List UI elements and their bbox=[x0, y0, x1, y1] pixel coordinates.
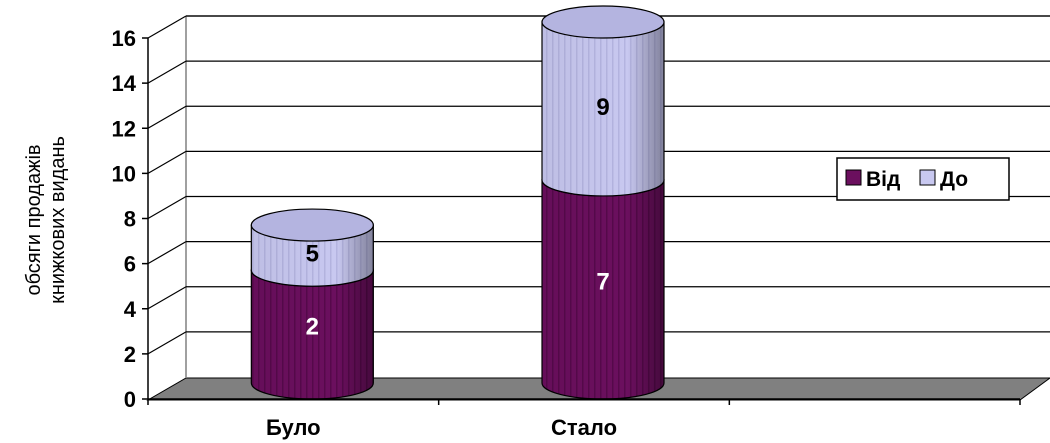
legend: Від До bbox=[836, 157, 1010, 201]
bar-segment: 5 bbox=[250, 208, 374, 287]
gridline-side bbox=[147, 105, 187, 129]
y-tick-label: 16 bbox=[112, 26, 136, 51]
legend-label-do: До bbox=[940, 168, 968, 191]
y-tick-label: 0 bbox=[124, 387, 136, 412]
bar-cap bbox=[250, 208, 374, 242]
y-tick-label: 4 bbox=[124, 297, 137, 322]
data-label: 5 bbox=[306, 241, 319, 268]
y-tick-label: 2 bbox=[124, 342, 136, 367]
bar-shading bbox=[251, 225, 374, 287]
bar-shading bbox=[251, 270, 374, 400]
gridline-side bbox=[147, 241, 187, 265]
bar-shading bbox=[542, 179, 664, 399]
y-tick-label: 8 bbox=[124, 207, 136, 232]
gridline-side bbox=[147, 195, 187, 220]
data-label: 9 bbox=[596, 94, 609, 121]
y-tick-label: 10 bbox=[112, 161, 136, 186]
gridline-side bbox=[147, 331, 187, 355]
bar-cap bbox=[541, 5, 665, 39]
y-axis-title-line2: книжкових видань bbox=[47, 136, 69, 304]
x-category-label: Було bbox=[266, 415, 321, 440]
y-tick-label: 12 bbox=[112, 116, 136, 141]
gridline-side bbox=[147, 60, 187, 84]
bar-shading bbox=[542, 22, 664, 196]
legend-swatch-vid bbox=[845, 169, 862, 186]
gridline-side bbox=[147, 286, 187, 310]
bar-segment: 9 bbox=[541, 5, 665, 197]
bar-segment: 7 bbox=[541, 163, 665, 400]
y-axis-title-line1: обсяги продажів bbox=[23, 144, 45, 295]
data-label: 7 bbox=[596, 268, 609, 295]
y-tick-label: 6 bbox=[124, 252, 136, 277]
y-tick-label: 14 bbox=[112, 71, 137, 96]
legend-swatch-do bbox=[919, 169, 936, 186]
x-category-label: Стало bbox=[551, 415, 617, 440]
gridline-side bbox=[147, 150, 187, 174]
legend-label-vid: Від bbox=[866, 168, 900, 191]
data-label: 2 bbox=[306, 314, 319, 341]
gridline-side bbox=[147, 15, 187, 39]
